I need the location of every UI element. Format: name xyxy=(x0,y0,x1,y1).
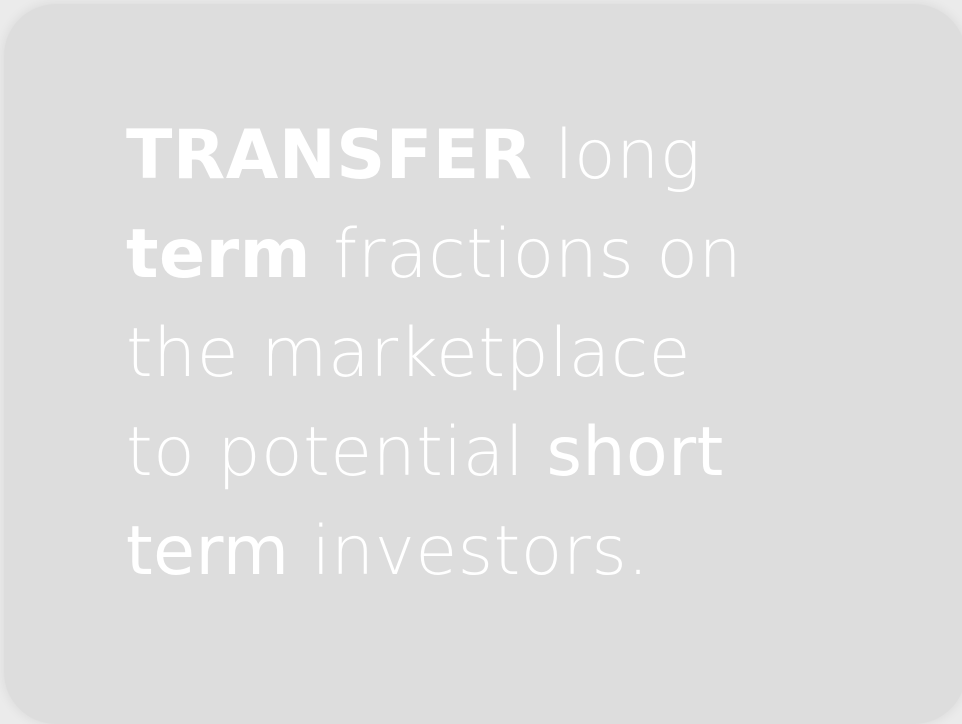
message-line-4: to potential short xyxy=(126,403,846,502)
message-line-3: the marketplace xyxy=(126,304,846,403)
text-investors: investors. xyxy=(289,512,650,591)
emphasis-short: short xyxy=(546,413,724,492)
card-message: TRANSFER long term fractions on the mark… xyxy=(126,106,846,601)
text-the-marketplace: the marketplace xyxy=(126,314,691,393)
text-long: long xyxy=(532,116,702,195)
message-line-1: TRANSFER long xyxy=(126,106,846,205)
emphasis-term-2: term xyxy=(126,512,290,591)
text-to-potential: to potential xyxy=(126,413,547,492)
emphasis-transfer: TRANSFER xyxy=(126,116,533,195)
text-fractions-on: fractions on xyxy=(311,215,743,294)
message-line-2: term fractions on xyxy=(126,205,846,304)
emphasis-term: term xyxy=(126,215,312,294)
info-card: TRANSFER long term fractions on the mark… xyxy=(4,4,962,724)
message-line-5: term investors. xyxy=(126,502,846,601)
